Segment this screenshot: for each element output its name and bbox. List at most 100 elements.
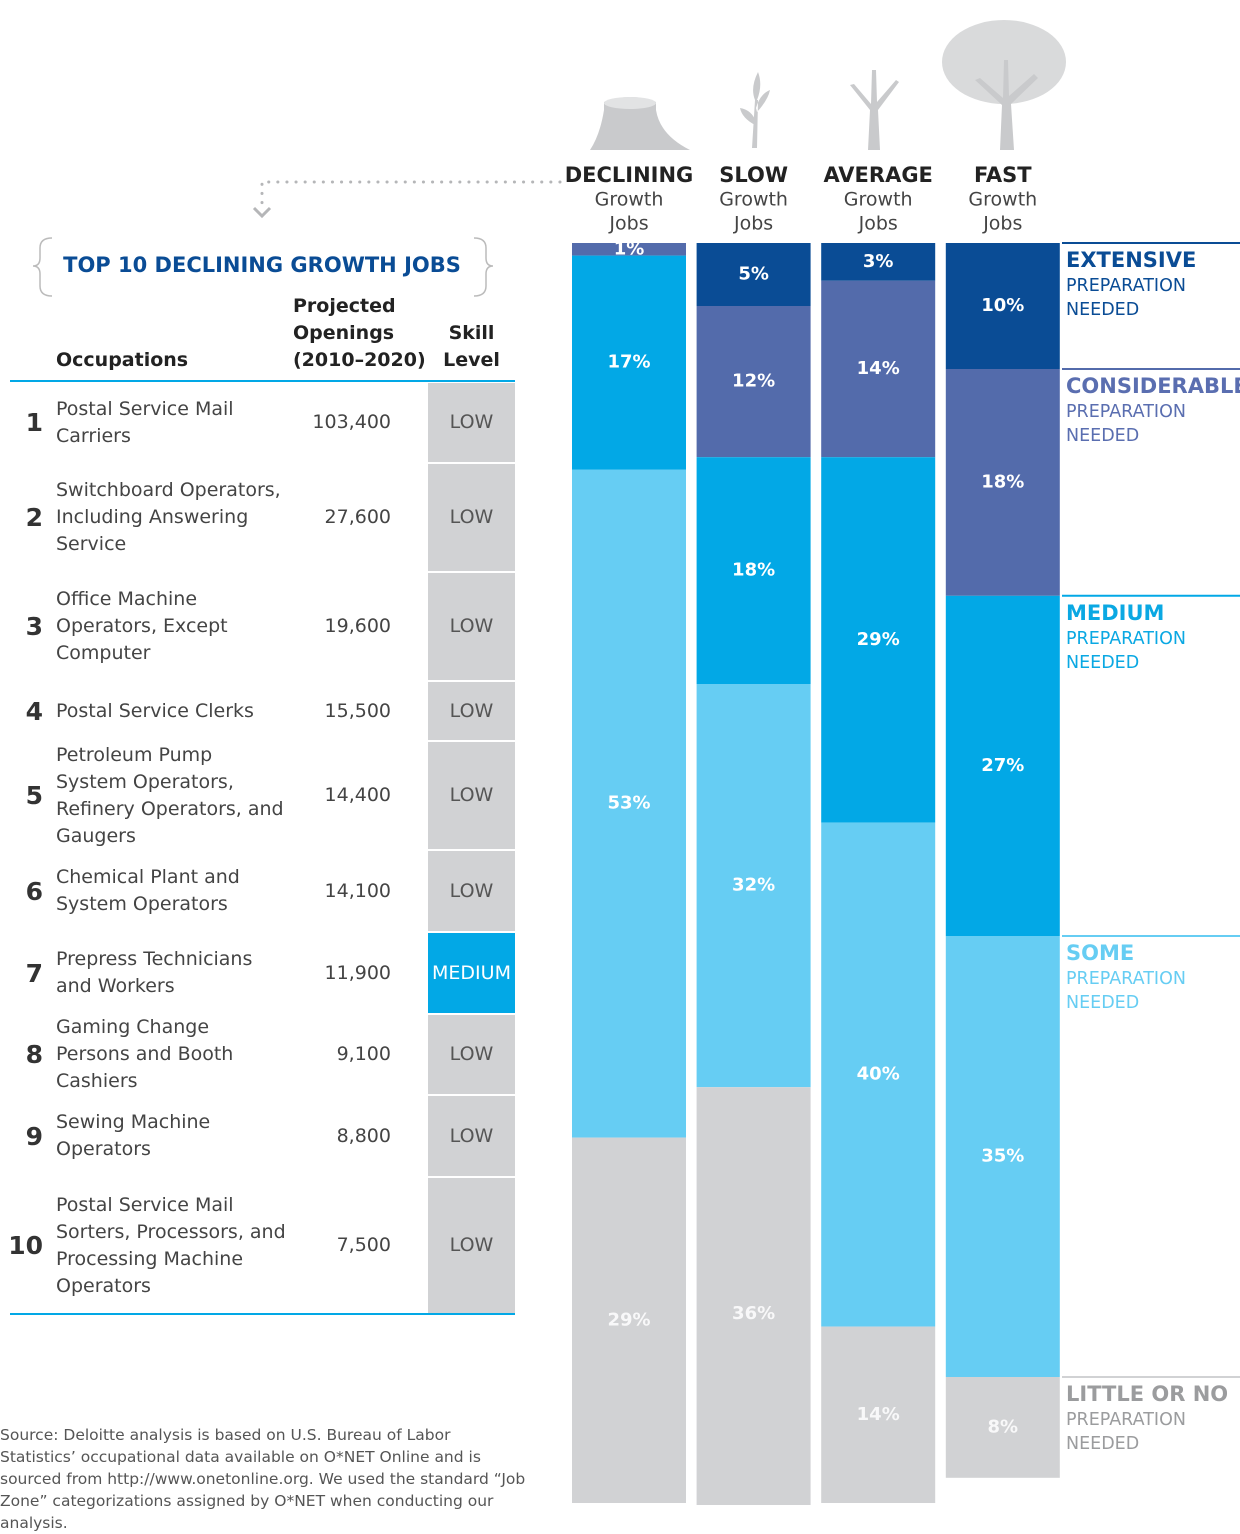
category-label: SLOW [719,163,788,187]
arrow-head [254,208,270,216]
openings: 19,600 [290,573,391,680]
category-subtitle: Growth [968,189,1037,211]
legend-subtitle: NEEDED [1066,426,1139,446]
rank: 10 [10,1178,43,1313]
legend-label: SOME [1066,941,1134,965]
legend-subtitle: NEEDED [1066,1434,1139,1454]
legend-subtitle: PREPARATION [1066,402,1186,422]
sapling-icon [740,72,770,148]
footer-rule [10,1313,515,1315]
big-tree-crown [942,20,1066,104]
value-label: 53% [607,793,650,814]
skill-level: MEDIUM [428,933,515,1013]
occupation: Chemical Plant and System Operators [56,851,288,931]
openings: 14,100 [290,851,391,931]
value-label: 18% [732,560,775,581]
tree-icon [850,70,899,150]
openings: 7,500 [290,1178,391,1313]
header-rule [10,380,515,382]
value-label: 14% [857,1404,900,1425]
value-label: 35% [981,1146,1024,1167]
source-note: Source: Deloitte analysis is based on U.… [0,1424,530,1534]
rank: 6 [10,851,43,931]
legend-label: MEDIUM [1066,601,1164,625]
occupation: Sewing Machine Operators [56,1096,288,1176]
skill-level: LOW [428,383,515,462]
skill-level: LOW [428,464,515,571]
stump-top [604,97,656,109]
value-label: 40% [857,1064,900,1085]
value-label: 29% [607,1309,650,1330]
value-label: 14% [857,358,900,379]
openings: 14,400 [290,742,391,849]
occupation: Prepress Technicians and Workers [56,933,288,1013]
value-label: 3% [863,251,894,272]
rank: 2 [10,464,43,571]
category-subtitle: Growth [844,189,913,211]
legend-label: CONSIDERABLE [1066,374,1240,398]
column-header: Occupations [56,347,188,374]
skill-level: LOW [428,1015,515,1094]
value-label: 27% [981,755,1024,776]
category-subtitle: Growth [595,189,664,211]
value-label: 18% [981,471,1024,492]
occupation: Petroleum Pump System Operators, Refiner… [56,742,288,849]
rank: 5 [10,742,43,849]
legend-label: LITTLE OR NO [1066,1382,1228,1406]
occupation: Switchboard Operators, Including Answeri… [56,464,288,571]
table-title: TOP 10 DECLINING GROWTH JOBS [63,253,461,277]
rank: 1 [10,383,43,462]
legend-subtitle: PREPARATION [1066,969,1186,989]
value-label: 29% [857,629,900,650]
category-label: FAST [974,163,1032,187]
rank: 4 [10,682,43,740]
rank: 9 [10,1096,43,1176]
occupation: Gaming Change Persons and Booth Cashiers [56,1015,288,1094]
value-label: 10% [981,295,1024,316]
skill-level: LOW [428,573,515,680]
occupation: Postal Service Mail Sorters, Processors,… [56,1178,288,1313]
category-label: DECLINING [565,163,694,187]
legend-subtitle: PREPARATION [1066,276,1186,296]
openings: 15,500 [290,682,391,740]
legend-subtitle: NEEDED [1066,653,1139,673]
openings: 103,400 [290,383,391,462]
value-label: 12% [732,371,775,392]
legend-subtitle: PREPARATION [1066,629,1186,649]
rank: 3 [10,573,43,680]
skill-level: LOW [428,742,515,849]
category-subtitle: Jobs [608,213,648,235]
value-label: 32% [732,875,775,896]
category-subtitle: Jobs [733,213,773,235]
page: TOP 10 DECLINING GROWTH JOBS DECLININGGr… [0,0,1240,1505]
legend-label: EXTENSIVE [1066,248,1196,272]
rank: 7 [10,933,43,1013]
category-subtitle: Jobs [982,213,1022,235]
rank: 8 [10,1015,43,1094]
skill-level: LOW [428,1096,515,1176]
openings: 27,600 [290,464,391,571]
occupation: Postal Service Clerks [56,682,288,740]
dotted-line [262,182,560,205]
bar-segment [697,1087,811,1505]
column-header: Projected Openings (2010–2020) [293,293,433,374]
legend-subtitle: PREPARATION [1066,1410,1186,1430]
legend-subtitle: NEEDED [1066,300,1139,320]
column-header: Skill Level [428,320,515,374]
occupation: Office Machine Operators, Except Compute… [56,573,288,680]
growth-icons [590,20,1066,150]
openings: 8,800 [290,1096,391,1176]
category-subtitle: Jobs [858,213,898,235]
skill-level: LOW [428,682,515,740]
value-label: 8% [988,1416,1019,1437]
category-label: AVERAGE [823,163,932,187]
value-label: 17% [607,352,650,373]
skill-level: LOW [428,851,515,931]
skill-level: LOW [428,1178,515,1313]
value-label: 5% [738,264,769,285]
openings: 11,900 [290,933,391,1013]
openings: 9,100 [290,1015,391,1094]
right-brace [474,238,493,296]
category-subtitle: Growth [719,189,788,211]
legend-subtitle: NEEDED [1066,993,1139,1013]
